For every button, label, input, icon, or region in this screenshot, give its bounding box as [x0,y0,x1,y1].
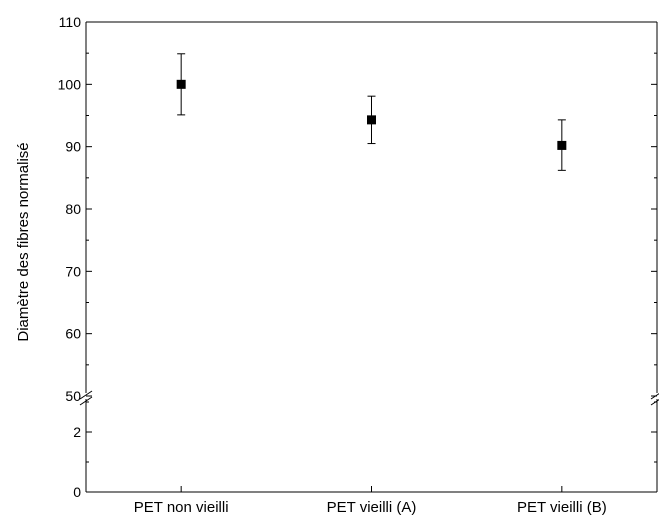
data-point [367,115,376,125]
y-axis-break-mark [79,396,93,406]
y-tick-label: 2 [73,424,81,440]
y-tick-label: 100 [58,76,82,92]
data-point [557,140,567,150]
y-axis-label: Diamètre des fibres normalisé [15,142,32,341]
x-tick-label: PET non vieilli [134,499,229,516]
y-tick-label: 60 [65,326,81,342]
plot-area: 50 60 70 80 90 100 110 0 2 PET non vieilli PET vie… [58,14,659,516]
y-tick-label: 90 [65,139,81,155]
data-point [176,79,186,89]
y-tick-label: 80 [65,201,81,217]
right-axis-break-mark [650,393,659,400]
y-tick-label: 50 [65,388,81,404]
y-tick-label: 70 [65,263,81,279]
x-tick-label: PET vieilli (A) [327,499,417,516]
right-axis-break-mark [650,399,659,406]
y-tick-label: 0 [73,484,81,500]
y-axis-break-mark [79,390,93,400]
y-tick-label: 110 [59,14,82,30]
x-tick-label: PET vieilli (B) [517,499,607,516]
